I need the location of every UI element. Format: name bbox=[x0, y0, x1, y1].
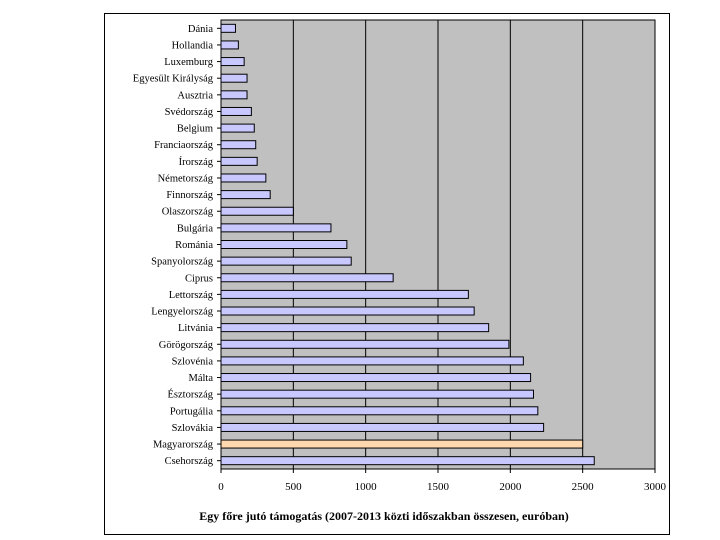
category-label-21: Málta bbox=[189, 373, 214, 384]
bar-2 bbox=[220, 57, 245, 67]
bar-25 bbox=[220, 439, 584, 449]
category-label-0: Dánia bbox=[188, 24, 213, 35]
category-label-23: Portugália bbox=[170, 406, 213, 417]
category-label-12: Bulgária bbox=[177, 223, 213, 234]
category-label-1: Hollandia bbox=[172, 40, 214, 51]
bar-21 bbox=[220, 373, 532, 383]
x-tick-label-4: 2000 bbox=[499, 481, 522, 493]
bar-0 bbox=[220, 23, 236, 33]
bar-12 bbox=[220, 223, 332, 233]
category-label-5: Svédország bbox=[165, 107, 214, 118]
bar-23 bbox=[220, 406, 539, 416]
bar-6 bbox=[220, 123, 255, 133]
bar-13 bbox=[220, 240, 348, 249]
bar-10 bbox=[220, 190, 271, 200]
category-label-15: Ciprus bbox=[185, 273, 213, 284]
category-label-17: Lengyelország bbox=[151, 307, 214, 318]
bar-1 bbox=[220, 40, 239, 50]
x-axis-title: Egy főre jutó támogatás (2007-2013 közti… bbox=[199, 509, 568, 523]
bar-17 bbox=[220, 306, 475, 316]
x-tick-label-1: 500 bbox=[285, 481, 302, 493]
category-label-8: Írország bbox=[179, 156, 214, 168]
bar-7 bbox=[220, 140, 257, 150]
bar-11 bbox=[220, 206, 294, 216]
bar-8 bbox=[220, 156, 258, 166]
category-label-4: Ausztria bbox=[177, 90, 213, 101]
x-tick-label-6: 3000 bbox=[644, 481, 667, 493]
category-label-26: Csehország bbox=[165, 456, 214, 467]
category-label-7: Franciaország bbox=[154, 140, 214, 151]
category-label-14: Spanyolország bbox=[151, 257, 214, 268]
bar-3 bbox=[220, 73, 248, 83]
bar-5 bbox=[220, 106, 252, 116]
category-label-13: Románia bbox=[175, 240, 213, 251]
category-label-6: Belgium bbox=[177, 124, 213, 135]
bar-18 bbox=[220, 323, 490, 333]
category-label-11: Olaszország bbox=[162, 207, 214, 218]
x-tick-label-3: 1500 bbox=[427, 481, 450, 493]
bar-19 bbox=[220, 339, 510, 349]
category-label-3: Egyesült Királyság bbox=[133, 74, 214, 85]
bar-15 bbox=[220, 273, 394, 283]
category-label-16: Lettország bbox=[169, 290, 214, 301]
category-label-25: Magyarország bbox=[153, 440, 214, 451]
x-tick-label-2: 1000 bbox=[355, 481, 378, 493]
bar-16 bbox=[220, 289, 469, 299]
bar-20 bbox=[220, 356, 524, 366]
category-label-19: Görögország bbox=[159, 340, 214, 351]
bar-26 bbox=[220, 456, 595, 466]
bar-24 bbox=[220, 422, 545, 432]
category-label-10: Finnország bbox=[166, 190, 213, 201]
category-label-20: Szlovénia bbox=[172, 356, 214, 367]
bar-9 bbox=[220, 173, 267, 183]
category-label-22: Észtország bbox=[168, 389, 214, 401]
x-tick-label-0: 0 bbox=[218, 481, 224, 493]
category-label-2: Luxemburg bbox=[164, 57, 214, 68]
category-label-18: Litvánia bbox=[178, 323, 213, 334]
category-label-9: Németország bbox=[158, 173, 214, 184]
bar-4 bbox=[220, 90, 248, 100]
bar-22 bbox=[220, 389, 534, 399]
x-tick-label-5: 2500 bbox=[572, 481, 595, 493]
bar-14 bbox=[220, 256, 352, 266]
category-label-24: Szlovákia bbox=[172, 423, 214, 434]
